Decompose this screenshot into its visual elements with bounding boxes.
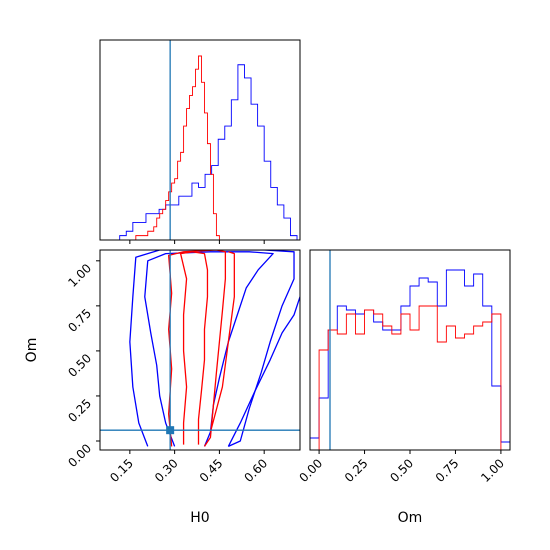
joint-xtick-label-1: 0.30 bbox=[152, 456, 181, 485]
h0-hist-series-0 bbox=[100, 64, 298, 240]
om-xtick-label-3: 0.75 bbox=[433, 456, 462, 485]
contour-line-4 bbox=[168, 250, 227, 447]
truth-marker bbox=[166, 426, 175, 435]
h0-marginal-histogram bbox=[99, 39, 301, 244]
joint-ytick-label-3: 0.75 bbox=[65, 306, 94, 335]
h0-hist-frame bbox=[99, 39, 301, 241]
om-hist-frame bbox=[309, 249, 511, 451]
contour-line-0 bbox=[144, 251, 274, 447]
joint-frame bbox=[99, 249, 301, 451]
om-marginal-histogram: 0.00 0.25 0.50 0.75 1.00 bbox=[296, 249, 511, 485]
joint-ytick-label-2: 0.50 bbox=[65, 351, 94, 380]
om-axis-label: Om bbox=[398, 510, 423, 526]
joint-xtick-label-0: 0.15 bbox=[107, 456, 136, 485]
h0-hist-series-1 bbox=[132, 55, 220, 240]
om-xtick-label-1: 0.25 bbox=[342, 456, 371, 485]
h0-axis-label: H0 bbox=[190, 510, 209, 526]
h0-om-joint-contour: 0.15 0.30 0.45 0.60 0.00 0.25 0.50 0.75 1.00 bbox=[65, 249, 301, 485]
om-hist-series-0 bbox=[310, 269, 510, 450]
om-y-axis-label: Om bbox=[24, 338, 40, 363]
joint-ytick-label-4: 1.00 bbox=[65, 261, 94, 290]
om-hist-series-1 bbox=[318, 305, 502, 450]
om-xtick-label-4: 1.00 bbox=[478, 456, 507, 485]
joint-ytick-label-1: 0.25 bbox=[65, 396, 94, 425]
om-xtick-label-2: 0.50 bbox=[387, 456, 416, 485]
contour-line-3 bbox=[179, 251, 209, 445]
contour-line-2 bbox=[227, 296, 300, 447]
joint-xtick-label-2: 0.45 bbox=[197, 456, 226, 485]
om-xtick-label-0: 0.00 bbox=[296, 456, 325, 485]
joint-ytick-label-0: 0.00 bbox=[65, 441, 94, 470]
contour-line-5 bbox=[209, 251, 235, 433]
joint-xtick-label-3: 0.60 bbox=[242, 456, 271, 485]
